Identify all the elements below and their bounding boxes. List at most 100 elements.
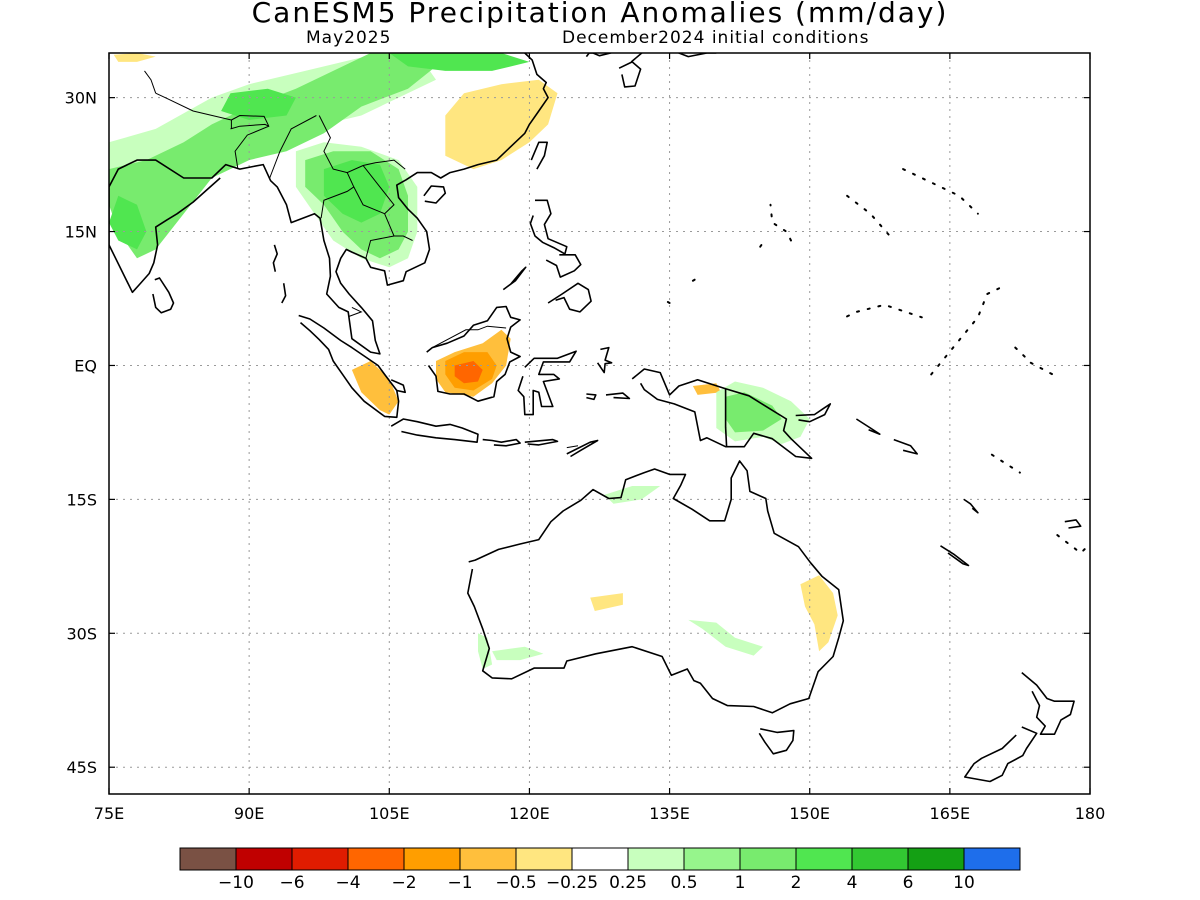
coastline-fiji [1064,519,1082,529]
country-border-3 [353,186,413,241]
colorbar-label: 2 [791,873,802,893]
country-border-7 [230,123,270,130]
coastline-andaman [272,244,279,272]
island-chain-2 [930,284,1007,376]
coastline-lesser-sunda [482,438,521,447]
lat-tick-label: 15N [65,223,97,242]
coastline-sri-lanka [152,277,175,314]
coastline-png-border [724,388,728,447]
colorbar-label: 10 [953,873,975,893]
anomaly-region-23 [113,53,156,62]
anomaly-region-13 [454,361,483,384]
axis-ticks: 75E 90E 105E 120E 135E 150E 165E 180 30N 15N EQ 15S… [65,53,1106,823]
lat-tick-label: EQ [74,356,97,375]
coastline-new-britain [795,403,832,423]
colorbar-label: −2 [391,873,416,893]
colorbar-swatch-13 [907,847,965,871]
coastline-japan-honshu [630,53,717,63]
colorbar: −10 −6 −4 −2 −1 −0.5 −0.25 0.25 0.5 1 2 4 6 10 [179,847,1021,893]
country-border-11 [432,325,507,349]
colorbar-label: −1 [447,873,472,893]
anomaly-shading [109,53,838,669]
forecast-month: May2025 [306,28,392,48]
anomaly-region-7 [109,195,147,250]
coastline-japan-kyushu [618,61,642,88]
colorbar-swatch-2 [291,847,349,871]
coastline-java [390,418,479,444]
chart-title: CanESM5 Precipitation Anomalies (mm/day) [251,0,949,29]
colorbar-swatch-10 [739,847,797,871]
coastline-sulawesi [517,350,577,416]
coastline-taiwan [530,141,549,170]
coastline-mindanao [547,282,592,313]
coastline-timor [566,439,599,458]
anomaly-region-16 [725,392,782,433]
island-chain-3 [1014,346,1054,376]
coastline-india-west [109,177,221,294]
lat-tick-label: 15S [66,490,97,509]
colorbar-swatch-5 [459,847,517,871]
island-chain-7 [902,168,979,215]
colorbar-swatch-4 [403,847,461,871]
country-border-8 [155,92,232,129]
colorbar-swatch-14 [963,847,1021,871]
coastline-solomons [855,418,881,436]
colorbar-swatch-7 [571,847,629,871]
coastline-new-guinea [631,368,813,460]
colorbar-swatch-11 [795,847,853,871]
anomaly-region-17 [604,486,661,504]
island-chain-8 [663,295,671,304]
anomaly-region-20 [688,619,763,656]
lon-tick-label: 180 [1075,804,1106,823]
colorbar-swatch-6 [515,847,573,871]
anomaly-region-1 [109,53,436,259]
coastline-nicobar [281,283,287,304]
country-border-9 [231,114,270,170]
colorbar-swatch-3 [347,847,405,871]
coastline-bangka [390,379,407,394]
lon-tick-label: 120E [509,804,550,823]
country-border-10 [144,70,157,94]
anomaly-region-10 [351,361,399,415]
lat-tick-label: 45S [66,758,97,777]
coastline-visayas [545,254,582,278]
colorbar-swatch-12 [851,847,909,871]
anomaly-region-14 [692,383,721,395]
colorbar-swatch-1 [235,847,293,871]
anomaly-region-19 [590,593,623,611]
plot-frame [108,52,1091,795]
country-border-2 [320,172,355,219]
country-border-6 [348,306,363,317]
coastline-luzon [529,199,568,255]
island-chain-0 [769,203,792,242]
coastline-seram [605,392,631,400]
colorbar-swatch-0 [179,847,237,871]
colorbar-label: −6 [279,873,304,893]
lat-tick-label: 30S [66,624,97,643]
lon-tick-label: 75E [94,804,124,823]
coastline-halmahera [596,346,613,374]
coastline-australia [466,460,845,714]
lat-tick-label: 30N [65,89,97,108]
country-border-4 [365,235,395,259]
lon-tick-label: 135E [649,804,690,823]
coastline-hainan [423,185,447,204]
lon-tick-label: 165E [930,804,971,823]
lat-lon-gridlines [109,53,1090,794]
coastline-nz-south [963,726,1038,783]
island-chain-10 [759,243,764,248]
colorbar-label: 4 [847,873,858,893]
coastline-sumatra [298,314,400,419]
colorbar-label: 1 [735,873,746,893]
coastline-india [109,53,549,355]
colorbar-label: −0.5 [495,873,536,893]
country-border-0 [269,115,317,179]
colorbar-label: −10 [218,873,254,893]
country-border-12 [566,445,579,449]
coastline-nz-north [1021,671,1075,736]
colorbar-swatch-9 [683,847,741,871]
coastline-tasmania [758,728,795,755]
coastline-buru [586,393,597,401]
island-chain-6 [846,194,895,242]
